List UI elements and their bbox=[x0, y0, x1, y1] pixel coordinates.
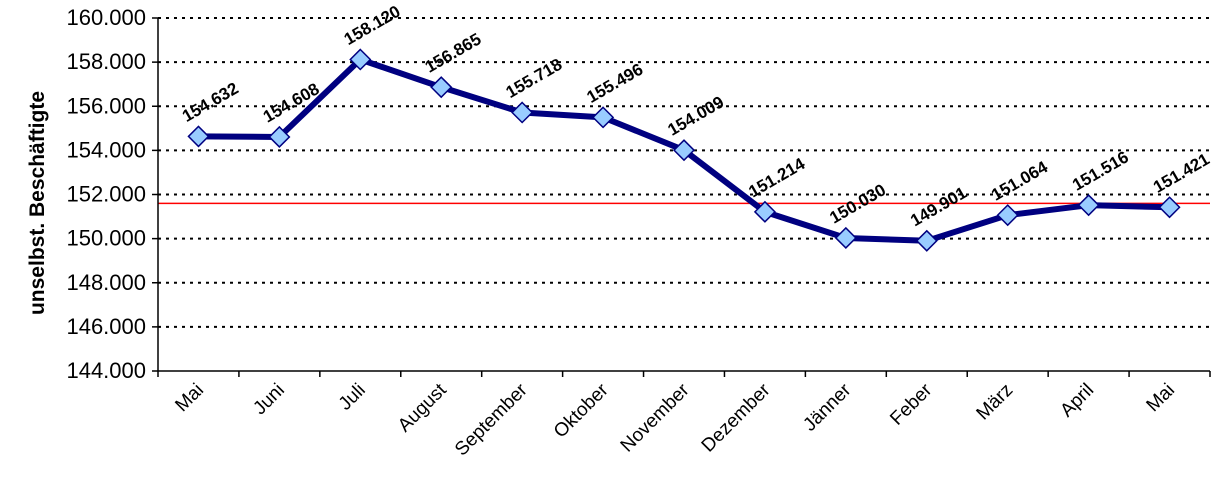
data-point-marker bbox=[915, 229, 938, 252]
data-point-marker bbox=[592, 106, 615, 129]
data-label: 151.516 bbox=[1069, 147, 1132, 194]
y-tick-label: 154.000 bbox=[66, 137, 146, 162]
data-label: 158.120 bbox=[341, 2, 404, 49]
data-point-marker bbox=[672, 139, 696, 162]
y-axis-title: unselbst. Beschäftigte bbox=[26, 91, 49, 315]
y-tick-labels: 144.000 146.000 148.000 150.000 152.000 154.0… bbox=[66, 5, 146, 383]
data-point-marker bbox=[511, 101, 534, 124]
y-tick-label: 158.000 bbox=[66, 49, 146, 74]
data-label: 149.901 bbox=[907, 183, 970, 230]
y-tick-label: 144.000 bbox=[66, 358, 146, 383]
x-tick-label: Mai bbox=[1143, 380, 1180, 417]
data-point-marker bbox=[1077, 194, 1100, 217]
data-label: 154.009 bbox=[665, 92, 728, 139]
axes bbox=[152, 17, 1211, 377]
data-point-marker bbox=[268, 125, 291, 149]
gridlines bbox=[158, 17, 1210, 328]
x-tick-label: März bbox=[973, 380, 1018, 425]
x-tick-label: November bbox=[617, 379, 694, 456]
data-label: 151.421 bbox=[1150, 150, 1212, 197]
data-point-marker bbox=[187, 125, 210, 148]
data-point-marker bbox=[349, 48, 372, 71]
y-tick-label: 150.000 bbox=[66, 226, 146, 251]
data-point-marker bbox=[753, 200, 776, 223]
x-tick-label: Oktober bbox=[550, 379, 613, 442]
y-tick-label: 152.000 bbox=[66, 182, 146, 207]
y-tick-label: 160.000 bbox=[66, 5, 146, 30]
data-point-marker bbox=[834, 226, 857, 250]
data-label: 155.496 bbox=[584, 60, 647, 107]
x-tick-label: Juni bbox=[249, 380, 288, 419]
x-tick-label: Jänner bbox=[799, 379, 855, 435]
x-tick-label: Feber bbox=[886, 379, 936, 429]
data-label: 151.064 bbox=[988, 157, 1051, 204]
x-tick-labels: Mai Juni Juli August September Oktober Novembe… bbox=[171, 379, 1179, 460]
y-tick-label: 148.000 bbox=[66, 270, 146, 295]
y-tick-label: 146.000 bbox=[66, 314, 146, 339]
data-point-marker bbox=[430, 76, 453, 99]
x-tick-label: April bbox=[1056, 380, 1098, 422]
x-tick-label: August bbox=[394, 379, 451, 436]
x-tick-label: Mai bbox=[171, 380, 208, 417]
data-point-marker bbox=[996, 204, 1019, 227]
y-tick-label: 156.000 bbox=[66, 93, 146, 118]
data-series bbox=[187, 48, 1181, 252]
x-tick-label: Dezember bbox=[698, 379, 775, 456]
x-tick-label: September bbox=[451, 379, 532, 460]
data-label: 156.865 bbox=[422, 29, 485, 76]
data-point-marker bbox=[1158, 196, 1181, 219]
data-label: 154.632 bbox=[179, 79, 242, 126]
x-tick-label: Juli bbox=[335, 380, 370, 415]
